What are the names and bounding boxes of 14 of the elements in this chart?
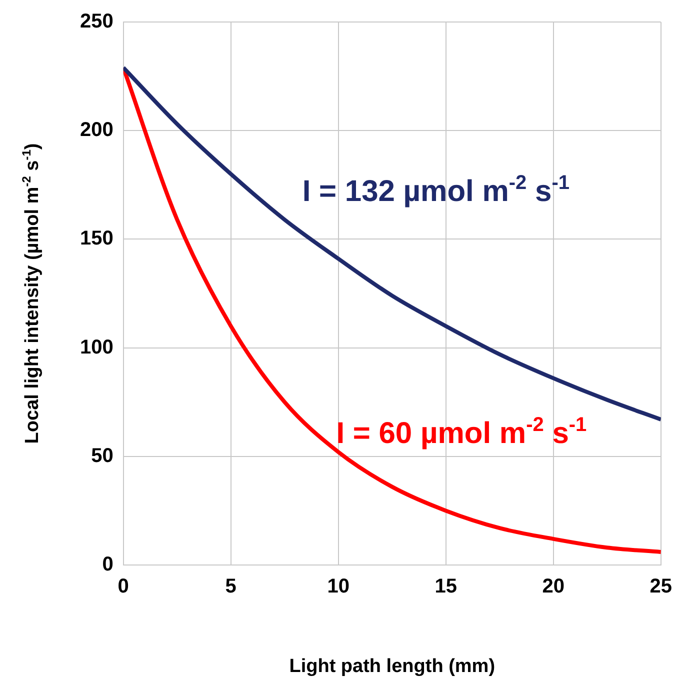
y-axis-title: Local light intensity (µmol m-2 s-1) — [19, 143, 43, 444]
x-tick-label: 15 — [434, 576, 457, 598]
y-tick-label: 250 — [80, 10, 114, 33]
x-tick-label: 0 — [118, 576, 129, 598]
y-tick-label: 150 — [80, 228, 114, 250]
y-tick-label: 100 — [80, 336, 114, 358]
x-tick-label: 25 — [650, 576, 672, 598]
x-tick-label: 20 — [542, 576, 564, 598]
y-tick-label: 50 — [91, 444, 114, 467]
x-tick-label: 5 — [225, 576, 236, 598]
x-tick-label: 10 — [327, 576, 350, 598]
y-tick-label: 0 — [102, 554, 114, 576]
y-tick-label: 200 — [80, 119, 114, 142]
x-axis-title: Light path length (mm) — [289, 656, 496, 677]
